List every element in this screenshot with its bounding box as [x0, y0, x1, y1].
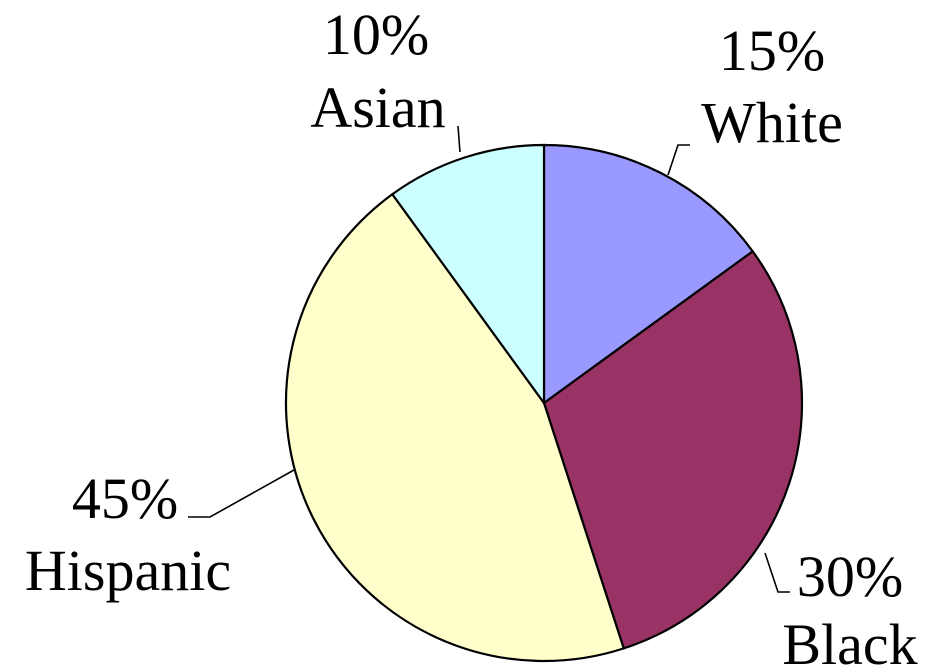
leader-lines	[188, 125, 790, 593]
slice-name-hispanic: Hispanic	[25, 538, 231, 603]
pie-slice-white	[542, 143, 755, 406]
slice-percent-asian: 10%	[323, 2, 429, 67]
leader-line-white	[667, 144, 690, 176]
slice-labels: 15% White 30% Black 45% Hispanic 10% Asi…	[25, 2, 918, 670]
pie-slice-hispanic	[284, 192, 626, 663]
slice-name-white: White	[701, 90, 843, 155]
slice-name-black: Black	[782, 612, 917, 670]
pie-slices	[284, 143, 804, 663]
slice-percent-white: 15%	[719, 18, 825, 83]
leader-line-asian	[457, 125, 461, 153]
pie-slice-asian	[390, 143, 546, 407]
pie-slice-black	[542, 249, 804, 650]
slice-percent-black: 30%	[797, 544, 903, 609]
leader-line-hispanic	[188, 469, 295, 518]
slice-percent-hispanic: 45%	[72, 466, 178, 531]
slice-name-asian: Asian	[310, 75, 445, 140]
leader-line-black	[764, 552, 790, 593]
